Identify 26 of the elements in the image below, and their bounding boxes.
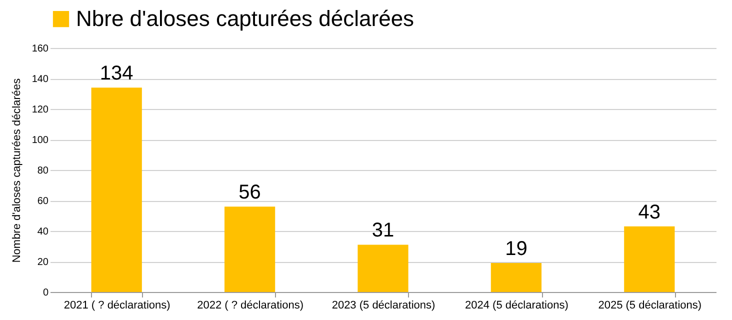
data-label: 19	[505, 238, 528, 260]
y-tick-label: 40	[37, 226, 49, 238]
y-tick-label: 120	[32, 104, 49, 116]
y-tick-label: 0	[42, 288, 49, 298]
bar	[490, 263, 542, 292]
y-tick-label: 80	[37, 166, 49, 176]
data-label: 134	[100, 62, 134, 85]
x-tick-label: 2023 (5 déclarations)	[332, 300, 436, 312]
y-tick-label: 140	[32, 74, 49, 85]
x-tick-label: 2022 ( ? déclarations)	[197, 300, 304, 312]
bar	[91, 88, 142, 292]
y-tick-label: 20	[37, 257, 49, 268]
y-tick-label: 100	[32, 135, 49, 146]
y-axis-title: Nombre d'aloses capturées déclarées	[10, 78, 23, 263]
x-tick-label: 2021 ( ? déclarations)	[64, 300, 170, 312]
data-label: 56	[238, 182, 261, 204]
y-tick-label: 60	[37, 196, 49, 207]
bar	[224, 206, 276, 292]
y-tick-label: 160	[32, 44, 49, 54]
bar	[624, 226, 675, 292]
x-tick-label: 2025 (5 déclarations)	[598, 300, 702, 312]
bar	[358, 244, 408, 292]
x-tick-label: 2024 (5 déclarations)	[465, 300, 568, 312]
data-label: 43	[638, 201, 661, 224]
data-label: 31	[372, 220, 394, 242]
legend-label: Nbre d'aloses capturées déclarées	[76, 6, 414, 31]
